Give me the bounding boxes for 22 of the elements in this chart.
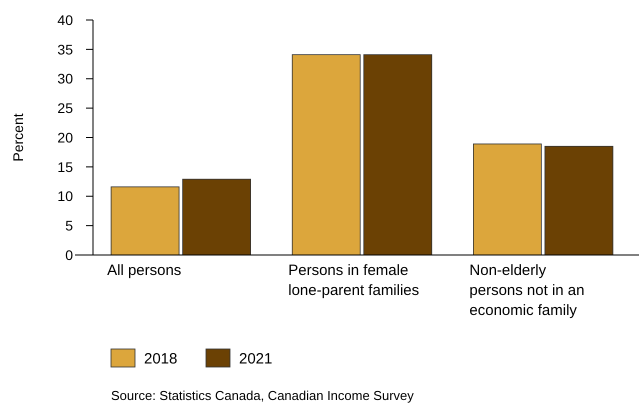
legend-label: 2021: [239, 350, 272, 368]
y-tick-label: 40: [57, 12, 74, 28]
y-tick-label: 25: [57, 100, 74, 116]
y-tick-label: 20: [57, 129, 74, 146]
y-tick-label: 10: [57, 188, 74, 204]
y-tick-label: 5: [65, 218, 74, 234]
y-tick-label: 35: [57, 41, 74, 58]
bar: [110, 186, 180, 256]
bar: [473, 144, 542, 256]
bar: [182, 178, 251, 256]
x-tick-label: All persons: [107, 262, 182, 279]
source-note: Source: Statistics Canada, Canadian Income Survey: [111, 388, 414, 403]
x-tick-label: Persons in female lone-parent families: [288, 262, 420, 299]
bar: [363, 54, 432, 256]
y-tick-label: 15: [57, 158, 74, 175]
x-tick-label: Non-elderly persons not in an economic family: [469, 262, 584, 319]
bar: [292, 54, 361, 256]
y-tick-label: 0: [65, 246, 74, 263]
bar: [544, 146, 614, 256]
y-axis-title: Percent: [10, 113, 26, 162]
y-tick-label: 30: [57, 70, 74, 87]
legend-label: 2018: [144, 350, 178, 368]
